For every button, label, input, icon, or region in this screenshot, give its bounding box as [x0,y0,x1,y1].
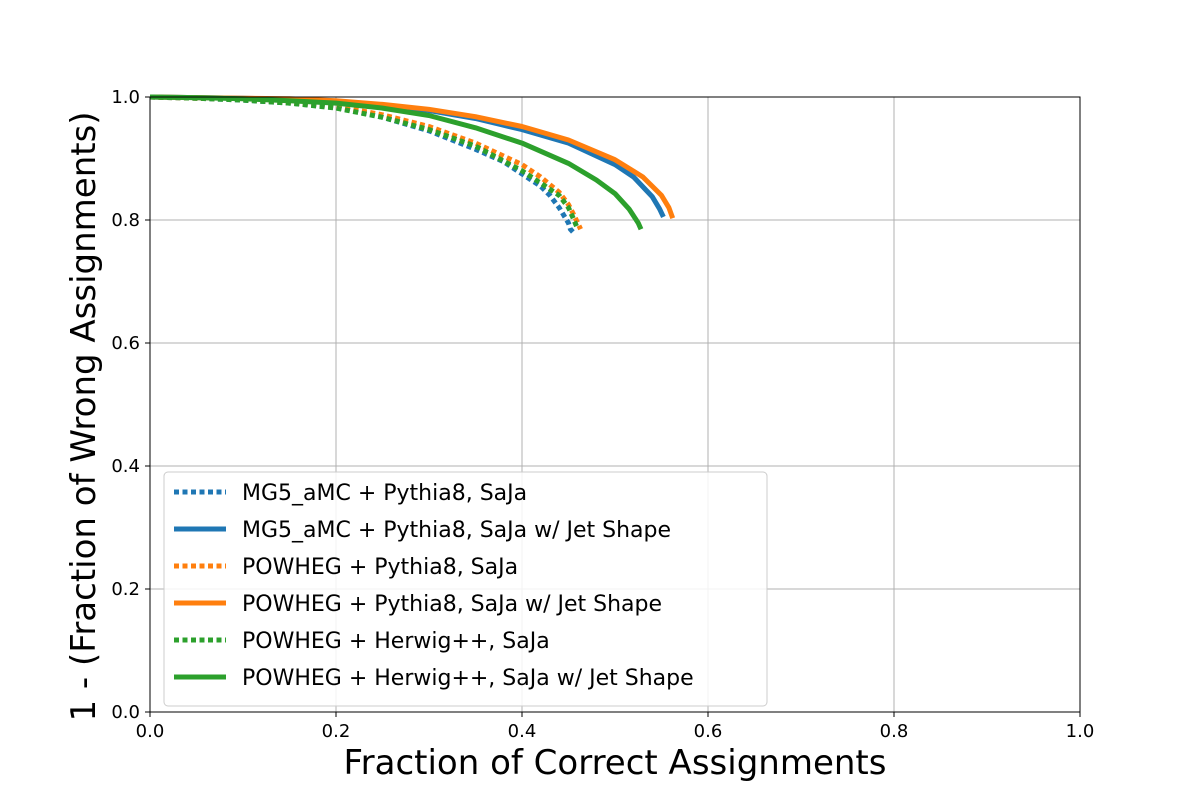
x-tick-label: 0.4 [508,721,537,742]
x-axis-label: Fraction of Correct Assignments [344,743,887,783]
y-tick-label: 0.2 [111,579,140,600]
legend-label-5: POWHEG + Herwig++, SaJa w/ Jet Shape [242,666,694,691]
x-tick-label: 0.8 [880,721,909,742]
y-tick-label: 1.0 [111,87,140,108]
legend-label-4: POWHEG + Herwig++, SaJa [242,629,550,654]
x-tick-label: 0.6 [694,721,723,742]
legend-box [163,471,768,707]
x-tick-label: 1.0 [1066,721,1095,742]
legend-label-3: POWHEG + Pythia8, SaJa w/ Jet Shape [242,592,662,617]
x-tick-label: 0.2 [322,721,351,742]
series-line-4 [149,94,581,231]
y-tick-label: 0.4 [111,456,140,477]
x-tick-label: 0.0 [136,721,165,742]
legend: MG5_aMC + Pythia8, SaJa MG5_aMC + Pythia8… [163,471,768,707]
legend-label-1: MG5_aMC + Pythia8, SaJa w/ Jet Shape [242,518,671,543]
legend-label-0: MG5_aMC + Pythia8, SaJa [242,481,527,506]
series-line-2 [149,94,583,231]
y-tick-label: 0.0 [111,702,140,723]
y-axis-label: 1 - (Fraction of Wrong Assignments) [64,111,104,721]
series-line-0 [149,94,576,234]
series-line-5 [149,94,644,231]
plot-frame [149,96,1081,713]
y-tick-label: 0.6 [111,333,140,354]
ticks: 0.0 0.2 0.4 0.6 0.8 1.0 0.0 0.2 0.4 0.6 0.8 1.0 [111,87,1094,742]
y-tick-label: 0.8 [111,210,140,231]
legend-label-2: POWHEG + Pythia8, SaJa [242,555,518,580]
series-layer [149,94,676,234]
